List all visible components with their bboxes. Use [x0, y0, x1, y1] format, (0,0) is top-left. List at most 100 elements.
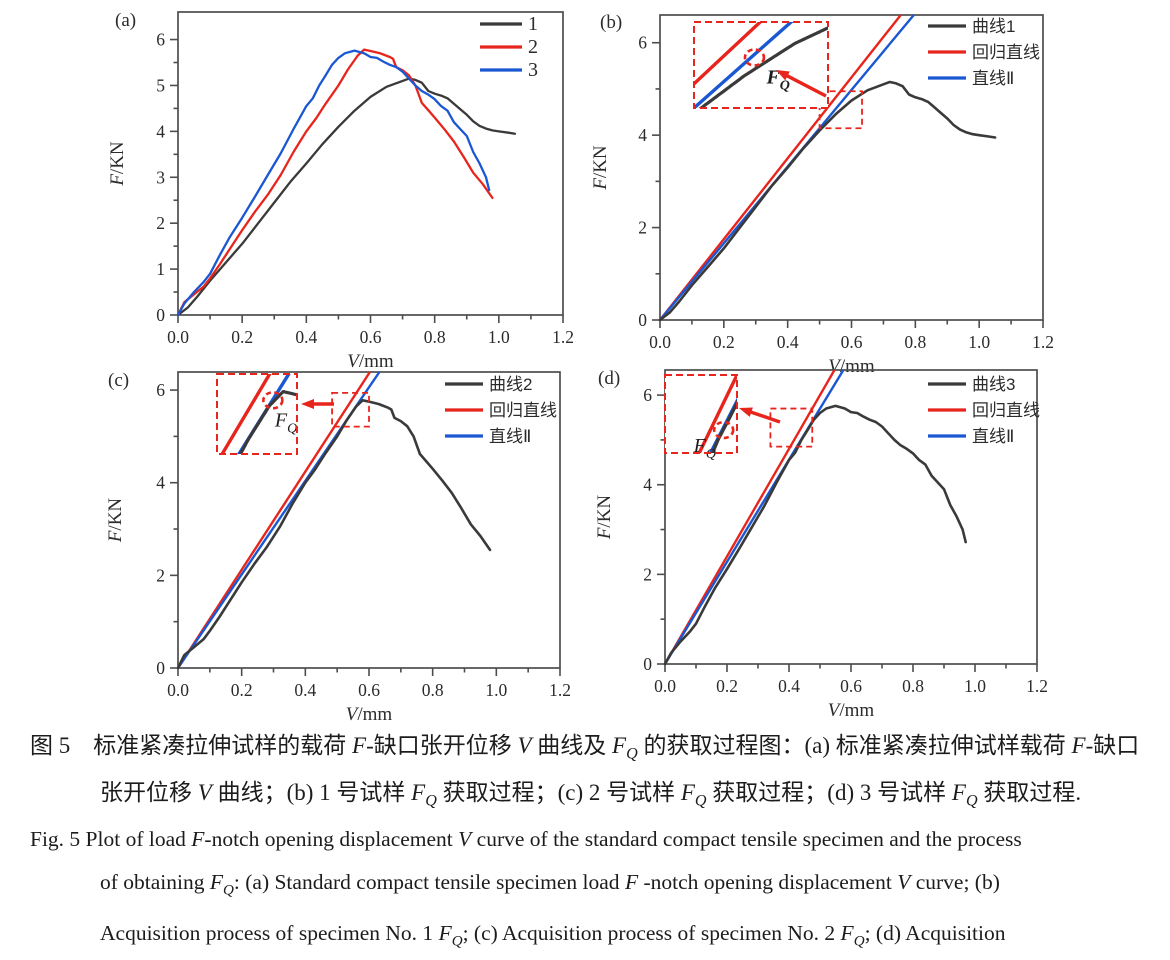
svg-text:0.8: 0.8: [904, 332, 926, 352]
inset: FQ: [664, 374, 738, 462]
svg-text:0: 0: [643, 654, 652, 674]
fq-marker: [262, 391, 284, 410]
svg-text:2: 2: [638, 218, 647, 238]
svg-text:6: 6: [156, 30, 165, 50]
svg-text:1.0: 1.0: [964, 676, 986, 696]
zoom-rect: [818, 90, 863, 130]
caption-en-line3: Acquisition process of specimen No. 1 FQ…: [100, 921, 1006, 950]
fq-annotation: FQ: [765, 66, 789, 93]
zoom-rect: [769, 407, 814, 448]
legend-label: 曲线1: [972, 17, 1015, 36]
svg-text:0.4: 0.4: [295, 327, 317, 347]
zoom-arrow: [739, 407, 781, 424]
specimen-curve: [663, 404, 967, 666]
inset: FQ: [693, 21, 829, 109]
subplot-c: 0.0 0.2 0.4 0.6 0.8 1.0 1.2 0 2 4 6 V/mm F/KN (c) FQ 曲线…: [105, 370, 571, 725]
caption-en-line1: Fig. 5 Plot of load F-notch opening disp…: [30, 827, 1022, 852]
legend-label: 回归直线: [489, 401, 557, 420]
subplot-d: 0.0 0.2 0.4 0.6 0.8 1.0 1.2 0 2 4 6 V/mm F/KN (d) FQ 曲线…: [594, 368, 1048, 721]
legend-label: 3: [528, 59, 538, 81]
fq-marker: [743, 48, 766, 67]
svg-text:0: 0: [638, 310, 647, 330]
x-axis-label: V/mm: [828, 356, 875, 377]
regression-line: [659, 14, 902, 321]
svg-text:0.6: 0.6: [360, 327, 382, 347]
regression-line: [176, 371, 371, 669]
panel-letter: (d): [598, 368, 620, 389]
svg-text:6: 6: [638, 33, 647, 53]
panel-letter: (a): [115, 10, 136, 31]
legend-label: 曲线3: [972, 375, 1015, 394]
x-axis-label: V/mm: [828, 700, 875, 721]
specimen-curve: [176, 399, 492, 670]
svg-text:2: 2: [643, 564, 652, 584]
legend-label: 直线Ⅱ: [489, 427, 531, 446]
svg-text:5: 5: [156, 75, 165, 95]
y-axis-label: F/KN: [107, 141, 128, 187]
svg-text:0.0: 0.0: [649, 332, 671, 352]
svg-text:6: 6: [643, 385, 652, 405]
caption-en-line2: of obtaining FQ: (a) Standard compact te…: [100, 870, 1000, 899]
x-axis-label: V/mm: [346, 704, 393, 725]
panel-letter: (b): [600, 12, 622, 33]
fq-annotation: FQ: [693, 435, 716, 462]
svg-text:4: 4: [156, 121, 165, 141]
svg-text:0: 0: [156, 658, 165, 678]
regression-line: [663, 369, 836, 665]
curve-2: [176, 48, 494, 317]
svg-text:4: 4: [638, 125, 647, 145]
curve-1: [176, 77, 517, 317]
svg-text:0.8: 0.8: [424, 327, 446, 347]
svg-text:1.0: 1.0: [968, 332, 990, 352]
curve-3: [176, 49, 491, 317]
svg-text:0.4: 0.4: [777, 332, 799, 352]
axes: 0.0 0.2 0.4 0.6 0.8 1.0 1.2 0 2 4 6: [643, 369, 1048, 696]
zoom-rect: [331, 391, 370, 428]
svg-text:0.0: 0.0: [654, 676, 676, 696]
svg-text:0.2: 0.2: [231, 327, 253, 347]
specimen-curve: [658, 80, 997, 322]
svg-text:6: 6: [156, 380, 165, 400]
legend-label: 直线Ⅱ: [972, 427, 1014, 446]
svg-text:0.0: 0.0: [167, 327, 189, 347]
legend-label: 1: [528, 13, 538, 35]
svg-text:0.4: 0.4: [294, 680, 316, 700]
legend-label: 回归直线: [972, 43, 1040, 62]
subplot-b: 0.0 0.2 0.4 0.6 0.8 1.0 1.2 0 2 4 6 V/mm F/KN (b) FQ 曲线…: [590, 12, 1054, 377]
svg-text:0.6: 0.6: [841, 332, 863, 352]
svg-text:1.0: 1.0: [485, 680, 507, 700]
x-axis-label: V/mm: [347, 351, 394, 372]
svg-text:0.0: 0.0: [167, 680, 189, 700]
svg-text:1.2: 1.2: [549, 680, 571, 700]
y-axis-label: F/KN: [590, 145, 611, 191]
axes: 0.0 0.2 0.4 0.6 0.8 1.0 1.2 0 2 4 6: [638, 14, 1054, 352]
svg-text:0.6: 0.6: [840, 676, 862, 696]
inset: FQ: [216, 373, 298, 455]
y-axis-label: F/KN: [105, 498, 126, 544]
zoom-arrow: [301, 399, 334, 409]
svg-text:2: 2: [156, 565, 165, 585]
svg-text:0.2: 0.2: [716, 676, 738, 696]
caption-zh-line1: 图 5 标准紧凑拉伸试样的载荷 F-缺口张开位移 V 曲线及 FQ 的获取过程图…: [30, 733, 1140, 763]
svg-text:3: 3: [156, 167, 165, 187]
svg-text:0.2: 0.2: [231, 680, 253, 700]
legend: 123: [480, 13, 538, 81]
svg-text:1: 1: [156, 259, 165, 279]
svg-text:0.8: 0.8: [902, 676, 924, 696]
svg-text:1.2: 1.2: [552, 327, 574, 347]
svg-text:2: 2: [156, 213, 165, 233]
svg-text:0.6: 0.6: [358, 680, 380, 700]
svg-text:0: 0: [156, 305, 165, 325]
svg-text:0.4: 0.4: [778, 676, 800, 696]
svg-text:0.8: 0.8: [422, 680, 444, 700]
svg-text:4: 4: [643, 475, 652, 495]
svg-text:1.2: 1.2: [1026, 676, 1048, 696]
caption-zh-line2: 张开位移 V 曲线；(b) 1 号试样 FQ 获取过程；(c) 2 号试样 FQ…: [100, 779, 1082, 810]
legend-label: 曲线2: [489, 375, 532, 394]
